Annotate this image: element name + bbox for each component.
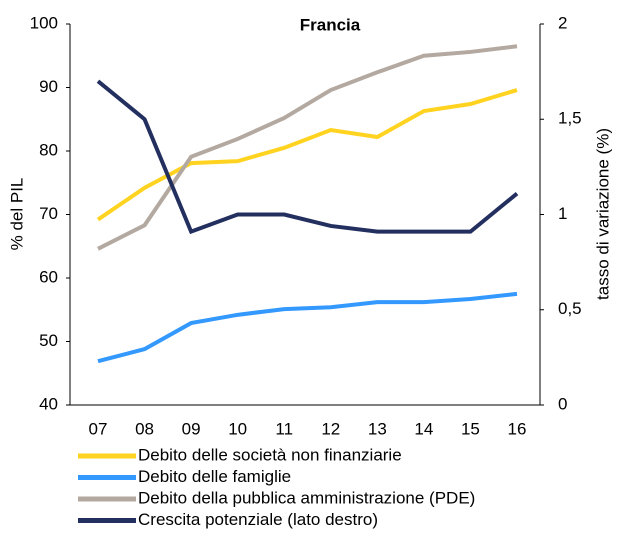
- y2-axis-label: tasso di variazione (%): [593, 128, 612, 300]
- x-tick-label: 14: [414, 419, 433, 438]
- x-tick-label: 10: [228, 419, 247, 438]
- x-tick-label: 07: [89, 419, 108, 438]
- y-tick-label: 60: [39, 267, 58, 286]
- y2-tick-label: 0,5: [558, 299, 582, 318]
- series-line: [97, 291, 518, 364]
- y-tick-label: 70: [39, 204, 58, 223]
- x-tick-label: 09: [182, 419, 201, 438]
- x-tick-label: 15: [461, 419, 480, 438]
- y2-tick-label: 1: [558, 204, 567, 223]
- y-axis-label: % del PIL: [7, 178, 26, 251]
- x-tick-label: 08: [135, 419, 154, 438]
- y2-tick-label: 0: [558, 394, 567, 413]
- legend-label: Debito della pubblica amministrazione (P…: [138, 488, 475, 507]
- y-tick-label: 100: [30, 13, 58, 32]
- chart-title: Francia: [300, 15, 361, 34]
- x-tick-label: 12: [321, 419, 340, 438]
- x-tick-label: 16: [508, 419, 527, 438]
- x-tick-label: 11: [275, 419, 293, 438]
- legend-label: Debito delle società non finanziarie: [138, 445, 402, 464]
- y-tick-label: 50: [39, 331, 58, 350]
- y-tick-label: 90: [39, 77, 58, 96]
- y2-tick-label: 1,5: [558, 109, 582, 128]
- y-tick-label: 80: [39, 140, 58, 159]
- legend-label: Debito delle famiglie: [138, 467, 291, 486]
- y2-tick-label: 2: [558, 13, 567, 32]
- series-line: [96, 79, 519, 235]
- series-line: [97, 44, 518, 251]
- legend-label: Crescita potenziale (lato destro): [138, 510, 378, 529]
- y-tick-label: 40: [39, 394, 58, 413]
- x-tick-label: 13: [368, 419, 387, 438]
